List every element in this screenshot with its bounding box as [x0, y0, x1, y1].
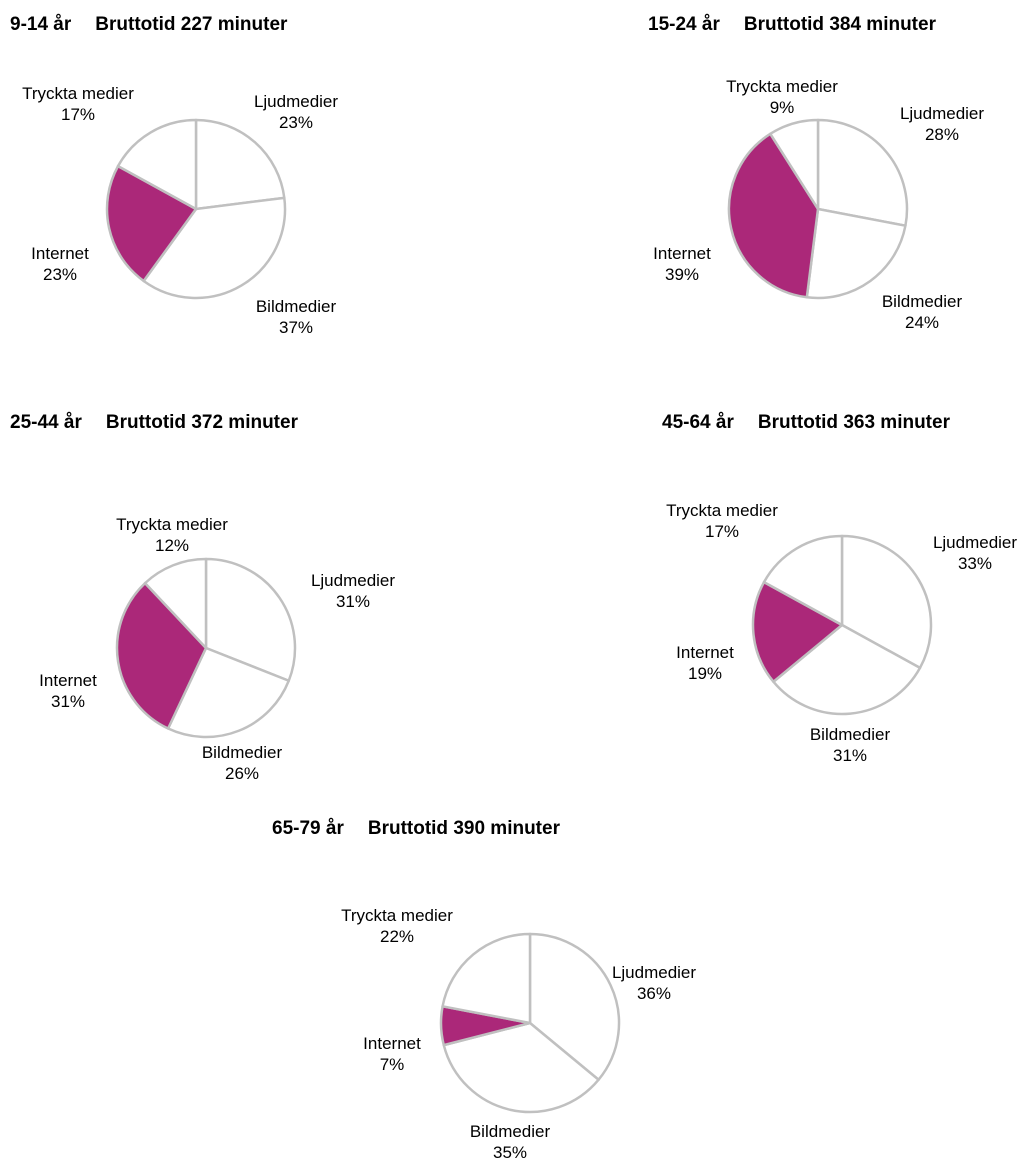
pie-slice-tryckta-medier — [441, 932, 532, 1025]
slice-label-tryckta-medier: Tryckta medier 22% — [341, 906, 453, 946]
slice-label-tryckta-medier: Tryckta medier 17% — [22, 84, 134, 124]
slice-label-tryckta-medier: Tryckta medier 9% — [726, 77, 838, 117]
pie-slice-ljudmedier — [528, 932, 621, 1081]
chart-title-age: 15-24 år — [648, 14, 720, 35]
slice-label-bildmedier: Bildmedier 31% — [809, 725, 891, 765]
pie-slice-ljudmedier — [194, 118, 286, 211]
chart-title-age: 25-44 år — [10, 412, 82, 433]
slice-label-internet: Internet 31% — [39, 671, 97, 711]
pie-slice-bildmedier — [442, 1021, 600, 1114]
pie-slice-internet — [751, 580, 844, 683]
chart-title-total: Bruttotid 384 minuter — [743, 14, 936, 35]
pie-slice-bildmedier — [142, 196, 287, 300]
chart-title: 15-24 år Bruttotid 384 minuter — [648, 14, 936, 36]
chart-title-age: 45-64 år — [662, 412, 734, 433]
slice-label-bildmedier: Bildmedier 35% — [469, 1122, 551, 1162]
slice-label-tryckta-medier: Tryckta medier 12% — [116, 515, 228, 555]
pie-slice-ljudmedier — [840, 534, 933, 670]
chart-title-age: 9-14 år — [10, 14, 72, 35]
slice-label-tryckta-medier: Tryckta medier 17% — [666, 501, 778, 541]
pie-slice-bildmedier — [166, 646, 290, 739]
slice-label-ljudmedier: Ljudmedier 31% — [310, 571, 396, 611]
pie-slice-tryckta-medier — [769, 118, 820, 211]
pie-slice-internet — [105, 164, 198, 283]
chart-title-total: Bruttotid 372 minuter — [105, 412, 298, 433]
slice-label-ljudmedier: Ljudmedier 23% — [253, 92, 339, 132]
slice-label-internet: Internet 23% — [31, 244, 89, 284]
pie-slice-tryckta-medier — [143, 557, 208, 650]
chart-title: 25-44 år Bruttotid 372 minuter — [10, 412, 298, 434]
pie-slice-ljudmedier — [816, 118, 909, 227]
chart-title-age: 65-79 år — [272, 818, 344, 839]
chart-title: 9-14 år Bruttotid 227 minuter — [10, 14, 287, 36]
chart-title-total: Bruttotid 227 minuter — [95, 14, 288, 35]
pie-slice-tryckta-medier — [116, 118, 198, 211]
pie-slice-internet — [115, 581, 208, 730]
slice-label-internet: Internet 19% — [676, 643, 734, 683]
chart-title: 65-79 år Bruttotid 390 minuter — [272, 818, 560, 840]
slice-label-ljudmedier: Ljudmedier 33% — [932, 533, 1018, 573]
slice-label-internet: Internet 7% — [363, 1034, 421, 1074]
slice-label-bildmedier: Bildmedier 24% — [881, 292, 963, 332]
slice-label-internet: Internet 39% — [653, 244, 711, 284]
pie-slice-bildmedier — [772, 623, 922, 716]
slice-label-ljudmedier: Ljudmedier 28% — [899, 104, 985, 144]
chart-title-total: Bruttotid 363 minuter — [757, 412, 950, 433]
chart-title-total: Bruttotid 390 minuter — [367, 818, 560, 839]
slice-label-ljudmedier: Ljudmedier 36% — [611, 963, 697, 1003]
slice-label-bildmedier: Bildmedier 37% — [255, 297, 337, 337]
pie-slice-tryckta-medier — [762, 534, 844, 627]
slice-label-bildmedier: Bildmedier 26% — [201, 743, 283, 783]
pie-slice-bildmedier — [805, 207, 907, 300]
pie-slice-ljudmedier — [204, 557, 297, 683]
chart-title: 45-64 år Bruttotid 363 minuter — [662, 412, 950, 434]
